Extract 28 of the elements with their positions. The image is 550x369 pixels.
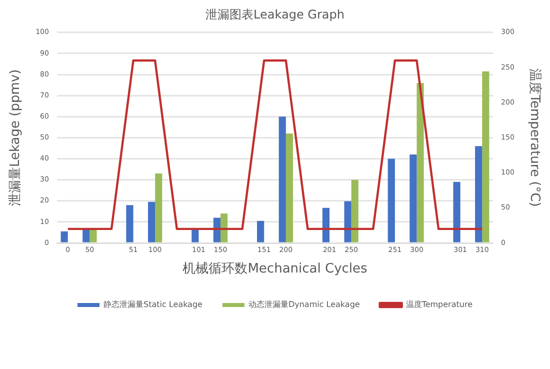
bar [90, 229, 97, 242]
bar [257, 220, 264, 242]
bar [482, 71, 490, 242]
bar [475, 146, 482, 242]
bar [322, 208, 330, 242]
x-axis-title: 机械循环数Mechanical Cycles [182, 262, 368, 277]
legend-label: 动态泄漏量Dynamic Leakage [248, 300, 360, 310]
bar [286, 133, 293, 242]
legend-label: 静态泄漏量Static Leakage [104, 300, 203, 310]
bar [148, 202, 156, 242]
bar [351, 180, 358, 242]
bar [126, 205, 134, 242]
bar [344, 201, 352, 242]
bar [60, 231, 68, 242]
y2-axis-title: 温度Temperature (°C) [526, 68, 543, 207]
y-axis-title: 泄漏量Lekage (ppmv) [8, 69, 24, 206]
bar [220, 214, 228, 242]
bar [82, 229, 90, 242]
bar [388, 158, 395, 242]
bar [278, 116, 286, 242]
bar [453, 182, 460, 242]
bar [416, 82, 424, 242]
legend-label: 温度Temperature [406, 300, 473, 310]
chart-title: 泄漏图表Leakage Graph [206, 7, 344, 22]
bar [155, 174, 162, 242]
bar [410, 154, 417, 242]
bar [213, 218, 220, 242]
bar [192, 229, 199, 242]
